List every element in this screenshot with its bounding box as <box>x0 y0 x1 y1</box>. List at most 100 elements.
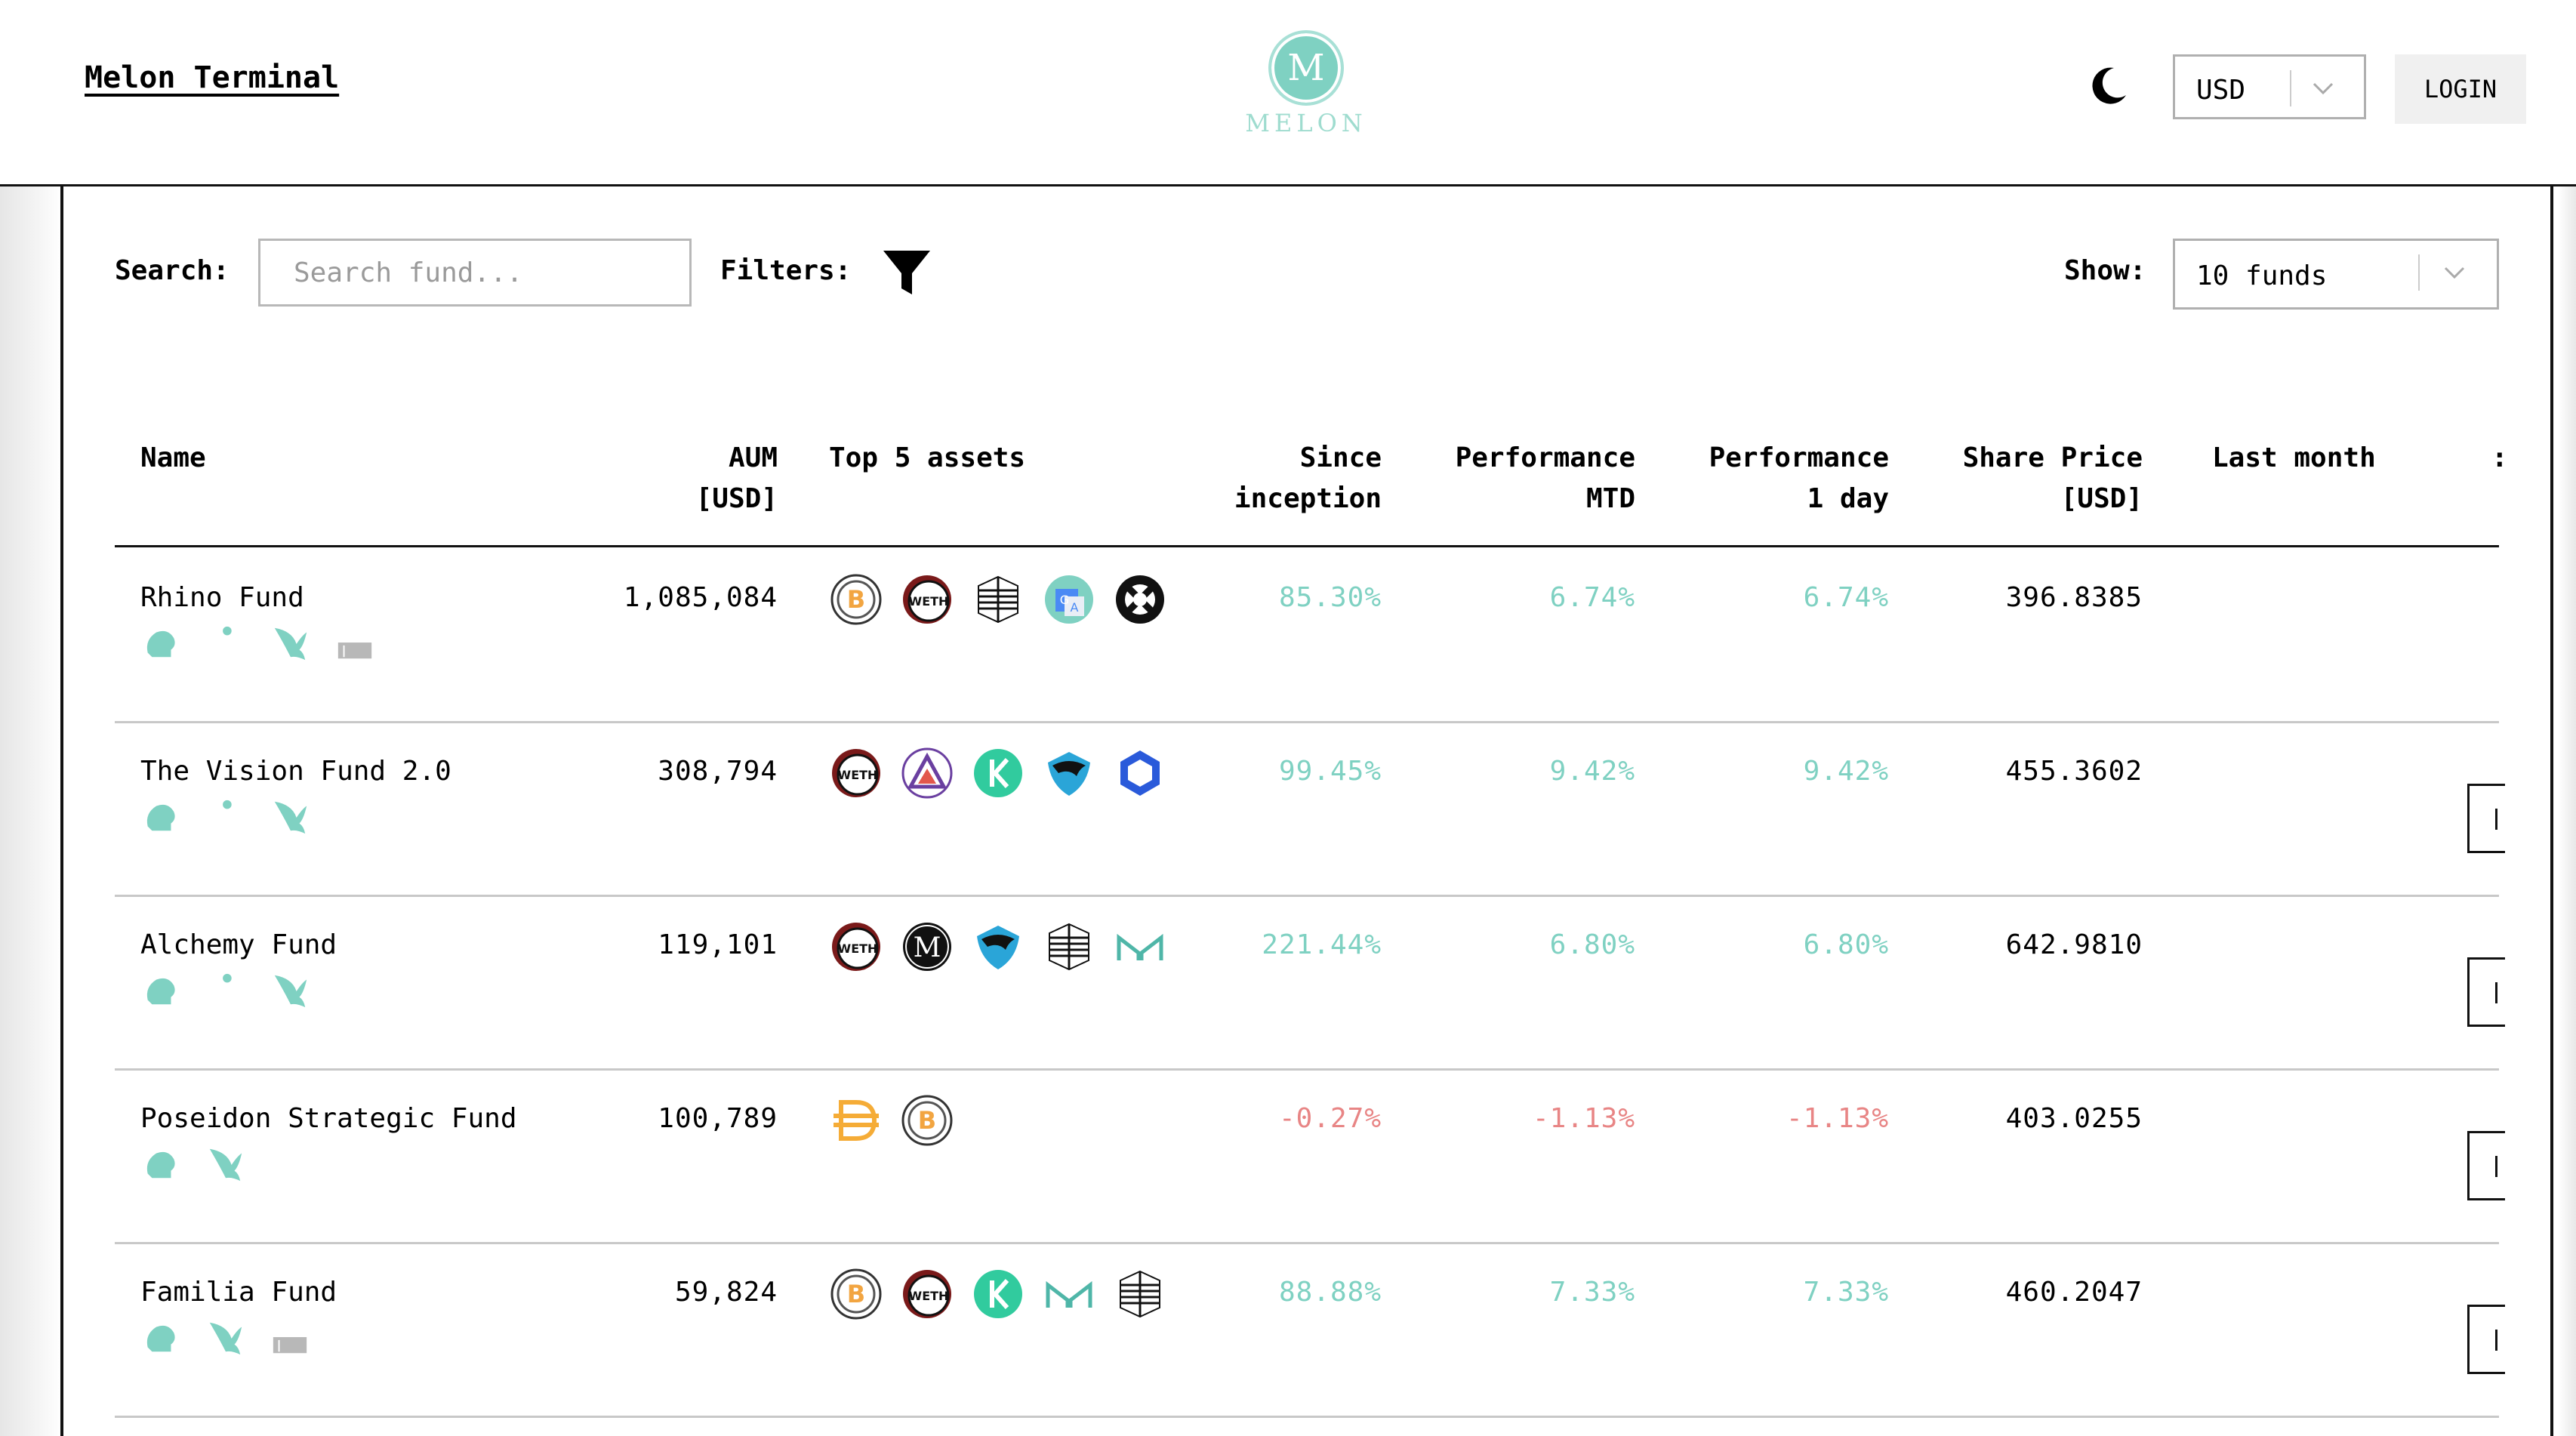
currency-value: USD <box>2196 75 2246 106</box>
fund-tags <box>140 624 374 663</box>
share-price-value: 460.2047 <box>2005 1277 2143 1308</box>
table-row[interactable]: Poseidon Strategic Fund 100,789 B -0.27% -1.… <box>115 1071 2505 1244</box>
left-window-edge <box>0 0 62 1436</box>
svg-text:WETH: WETH <box>838 768 878 782</box>
weth-icon: WETH <box>903 1270 951 1318</box>
kyber-icon <box>974 749 1022 797</box>
col-header-name[interactable]: Name <box>140 442 206 473</box>
fund-tags <box>140 1318 310 1357</box>
filters-label: Filters: <box>720 255 852 286</box>
col-header-since-inception[interactable]: Since inception <box>1234 442 1382 514</box>
since-inception-value: 85.30% <box>1278 582 1382 613</box>
factory-icon <box>337 643 372 659</box>
chevron-down-icon <box>2444 267 2465 279</box>
since-inception-value: 88.88% <box>1278 1277 1382 1308</box>
filter-icon[interactable] <box>882 248 932 297</box>
performance-day-value: 7.33% <box>1803 1277 1889 1308</box>
rider-icon <box>223 800 232 809</box>
table-row[interactable]: Familia Fund 59,824 B WETH 88.88% 7.33% 7.33% 4… <box>115 1244 2505 1418</box>
factory-icon <box>273 1337 307 1354</box>
fund-tags <box>140 971 310 1010</box>
fund-name[interactable]: Alchemy Fund <box>140 929 337 960</box>
bitcoin-icon: B <box>830 1268 882 1320</box>
header-rule <box>115 545 2499 547</box>
row-divider <box>115 1242 2499 1244</box>
top-assets: B <box>829 1093 954 1148</box>
top-assets: B WETH <box>829 1267 1167 1321</box>
col-header-performance-day[interactable]: Performance 1 day <box>1709 442 1889 514</box>
since-inception-value: 221.44% <box>1262 929 1382 960</box>
show-count-value: 10 funds <box>2196 260 2328 291</box>
shield-token-icon <box>1048 752 1090 796</box>
search-input[interactable] <box>258 239 692 307</box>
weth-icon: WETH <box>832 749 880 797</box>
svg-text:M: M <box>914 932 941 963</box>
since-inception-value: 99.45% <box>1278 756 1382 787</box>
top-assets: WETH M <box>829 920 1167 974</box>
col-header-aum[interactable]: AUM [USD] <box>695 442 778 514</box>
top-header: Melon Terminal M MELON USD LOGIN <box>0 0 2576 186</box>
brand-link[interactable]: Melon Terminal <box>85 60 340 95</box>
top-assets: WETH <box>829 746 1167 800</box>
performance-day-value: -1.13% <box>1786 1103 1889 1134</box>
performance-day-value: 6.74% <box>1803 582 1889 613</box>
row-action-button[interactable] <box>2467 784 2505 853</box>
col-header-extra: : <box>2491 442 2508 473</box>
select-divider <box>2418 254 2420 291</box>
content-left-border <box>60 184 63 1436</box>
search-label: Search: <box>115 255 230 286</box>
performance-mtd-value: 7.33% <box>1549 1277 1635 1308</box>
melon-logo[interactable]: M MELON <box>1245 30 1363 137</box>
show-count-select[interactable]: 10 funds <box>2173 239 2499 310</box>
col-header-share-price[interactable]: Share Price [USD] <box>1962 442 2143 514</box>
content-right-border <box>2550 184 2553 1436</box>
table-row[interactable]: The Vision Fund 2.0 308,794 WETH 99.45% 9.42… <box>115 723 2505 897</box>
performance-mtd-value: 6.80% <box>1549 929 1635 960</box>
sparkline-chart <box>2197 1274 2423 1342</box>
select-divider <box>2290 70 2291 106</box>
col-header-performance-mtd[interactable]: Performance MTD <box>1455 442 1635 514</box>
performance-mtd-value: 6.74% <box>1549 582 1635 613</box>
since-inception-value: -0.27% <box>1278 1103 1382 1134</box>
show-label: Show: <box>2064 255 2146 286</box>
fund-name[interactable]: Rhino Fund <box>140 582 304 613</box>
cube-stack-icon <box>978 575 1018 624</box>
fund-name[interactable]: The Vision Fund 2.0 <box>140 756 451 787</box>
wing-icon <box>209 1322 242 1355</box>
row-action-button[interactable] <box>2467 1131 2505 1200</box>
leaf-head-icon <box>146 978 175 1005</box>
col-header-top-assets: Top 5 assets <box>829 442 1026 473</box>
row-action-button[interactable] <box>2467 957 2505 1027</box>
moon-icon[interactable] <box>2085 63 2131 109</box>
rider-icon <box>223 626 232 636</box>
performance-day-value: 6.80% <box>1803 929 1889 960</box>
svg-text:WETH: WETH <box>838 941 878 956</box>
row-action-button[interactable] <box>2467 1305 2505 1374</box>
currency-select[interactable]: USD <box>2173 54 2366 119</box>
fund-tags <box>140 797 310 837</box>
triangle-token-icon <box>901 747 953 799</box>
fund-name[interactable]: Poseidon Strategic Fund <box>140 1103 517 1134</box>
table-row[interactable]: Alchemy Fund 119,101 WETH M 221.44% 6.80% 6.80… <box>115 897 2505 1071</box>
login-button[interactable]: LOGIN <box>2395 54 2526 124</box>
translate-icon: AG <box>1045 575 1093 624</box>
row-divider <box>115 721 2499 723</box>
table-row[interactable]: Rhino Fund 1,085,084 B WETH A G 85.30% 6.74% 6.7… <box>115 550 2499 723</box>
aum-value: 100,789 <box>658 1103 778 1134</box>
fund-name[interactable]: Familia Fund <box>140 1277 337 1308</box>
svg-text:B: B <box>847 1280 865 1308</box>
svg-text:WETH: WETH <box>909 594 949 609</box>
weth-icon: WETH <box>832 923 880 971</box>
bitcoin-icon: B <box>901 1095 953 1146</box>
right-window-edge <box>2558 0 2576 1436</box>
svg-text:G: G <box>1060 593 1069 607</box>
hexagon-link-icon <box>1120 750 1160 796</box>
row-divider <box>115 895 2499 897</box>
logo-badge: M <box>1268 30 1344 106</box>
share-price-value: 642.9810 <box>2005 929 2143 960</box>
svg-text:A: A <box>1071 600 1079 615</box>
rider-icon <box>223 973 232 983</box>
leaf-head-icon <box>146 804 175 831</box>
share-price-value: 403.0255 <box>2005 1103 2143 1134</box>
aum-value: 59,824 <box>674 1277 778 1308</box>
